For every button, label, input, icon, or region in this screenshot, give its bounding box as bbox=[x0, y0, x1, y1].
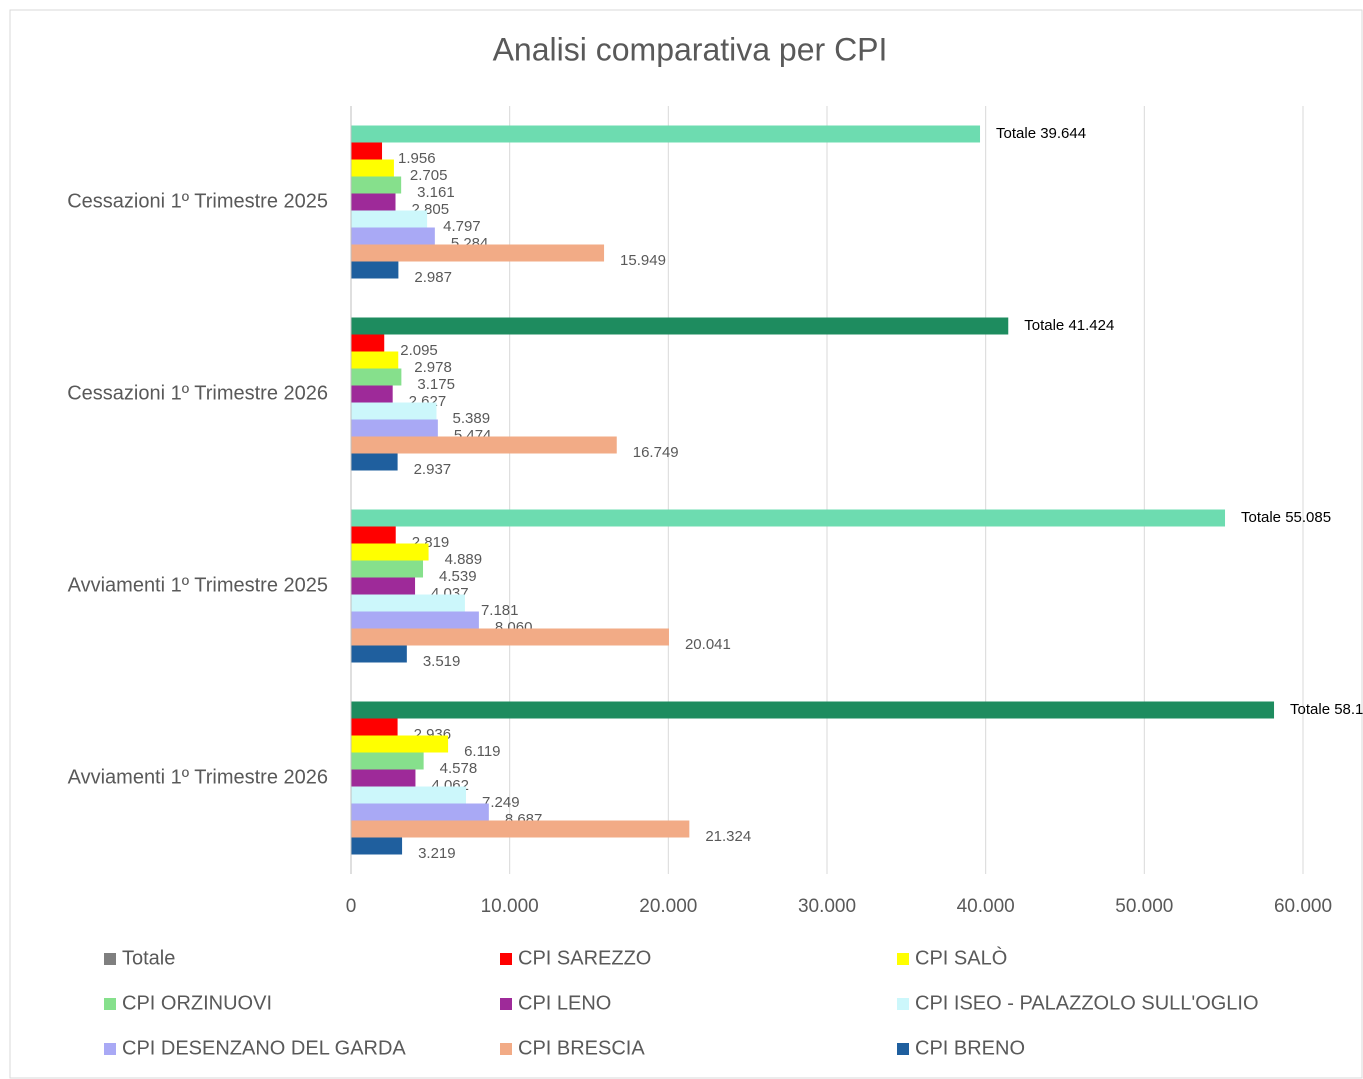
bar bbox=[351, 837, 403, 855]
bar bbox=[351, 227, 435, 245]
bar bbox=[351, 142, 383, 160]
legend-swatch bbox=[897, 998, 909, 1010]
bar bbox=[351, 125, 981, 143]
data-label: 2.705 bbox=[410, 167, 448, 184]
bar bbox=[351, 261, 399, 279]
bar bbox=[351, 577, 416, 595]
bar bbox=[351, 368, 402, 386]
bar bbox=[351, 436, 617, 454]
bar bbox=[351, 803, 489, 821]
data-label: 3.175 bbox=[417, 376, 455, 393]
legend-label: CPI DESENZANO DEL GARDA bbox=[122, 1037, 406, 1059]
bar bbox=[351, 611, 479, 629]
y-tick-label: Avviamenti 1º Trimestre 2026 bbox=[68, 766, 328, 788]
data-label: 2.978 bbox=[414, 359, 452, 376]
bar bbox=[351, 786, 467, 804]
bar bbox=[351, 701, 1275, 719]
y-tick-label: Cessazioni 1º Trimestre 2026 bbox=[67, 382, 328, 404]
legend-swatch bbox=[104, 998, 116, 1010]
legend-label: CPI BRENO bbox=[915, 1037, 1025, 1059]
bar bbox=[351, 351, 399, 369]
bar bbox=[351, 317, 1009, 335]
chart-title: Analisi comparativa per CPI bbox=[493, 31, 888, 67]
bar bbox=[351, 560, 424, 578]
data-label: 2.987 bbox=[414, 269, 452, 286]
y-tick-label: Cessazioni 1º Trimestre 2025 bbox=[67, 190, 328, 212]
data-label: Totale 55.085 bbox=[1241, 509, 1331, 526]
data-label: 6.119 bbox=[464, 743, 500, 760]
data-label: 3.219 bbox=[418, 845, 456, 862]
data-label: 16.749 bbox=[633, 444, 679, 461]
data-label: 4.889 bbox=[445, 551, 483, 568]
x-tick-label: 10.000 bbox=[481, 896, 539, 917]
legend-swatch bbox=[500, 1043, 512, 1055]
bar bbox=[351, 820, 690, 838]
data-label: 3.519 bbox=[423, 653, 461, 670]
bar bbox=[351, 543, 429, 561]
data-label: 4.539 bbox=[439, 568, 477, 585]
data-label: Totale 41.424 bbox=[1024, 317, 1114, 334]
legend-label: CPI SAREZZO bbox=[518, 947, 651, 969]
x-tick-label: 50.000 bbox=[1115, 896, 1173, 917]
bar bbox=[351, 334, 385, 352]
bar bbox=[351, 385, 393, 403]
legend-swatch bbox=[897, 953, 909, 965]
data-label: Totale 58.174 bbox=[1290, 701, 1363, 718]
bar bbox=[351, 176, 402, 194]
bar bbox=[351, 419, 438, 437]
legend-label: CPI SALÒ bbox=[915, 946, 1007, 969]
bar bbox=[351, 628, 669, 646]
bar bbox=[351, 718, 398, 736]
chart-frame bbox=[9, 9, 1363, 1079]
x-tick-label: 40.000 bbox=[957, 896, 1015, 917]
bar bbox=[351, 453, 398, 471]
bar bbox=[351, 769, 416, 787]
data-label: 5.389 bbox=[453, 410, 491, 427]
bar bbox=[351, 594, 465, 612]
x-tick-label: 30.000 bbox=[798, 896, 856, 917]
data-label: 7.249 bbox=[482, 794, 520, 811]
legend-swatch bbox=[104, 953, 116, 965]
legend-label: CPI BRESCIA bbox=[518, 1037, 645, 1059]
bar bbox=[351, 645, 407, 663]
x-tick-label: 60.000 bbox=[1274, 896, 1332, 917]
bar bbox=[351, 402, 437, 420]
data-label: 7.181 bbox=[481, 602, 519, 619]
data-label: 2.095 bbox=[400, 342, 438, 359]
bar bbox=[351, 210, 428, 228]
legend-label: Totale bbox=[122, 947, 175, 969]
bar bbox=[351, 735, 449, 753]
bar bbox=[351, 193, 396, 211]
legend-label: CPI ISEO - PALAZZOLO SULL'OGLIO bbox=[915, 992, 1259, 1014]
data-label: 1.956 bbox=[398, 150, 436, 167]
data-label: 20.041 bbox=[685, 636, 731, 653]
data-label: Totale 39.644 bbox=[996, 125, 1086, 142]
data-label: 15.949 bbox=[620, 252, 666, 269]
x-tick-label: 20.000 bbox=[639, 896, 697, 917]
data-label: 21.324 bbox=[705, 828, 751, 845]
bar bbox=[351, 159, 394, 177]
bar bbox=[351, 526, 396, 544]
data-label: 3.161 bbox=[417, 184, 455, 201]
legend-label: CPI LENO bbox=[518, 992, 611, 1014]
data-label: 2.937 bbox=[414, 461, 452, 478]
legend-swatch bbox=[500, 998, 512, 1010]
legend-swatch bbox=[500, 953, 512, 965]
x-tick-label: 0 bbox=[346, 896, 357, 917]
data-label: 4.578 bbox=[440, 760, 478, 777]
bar bbox=[351, 509, 1226, 527]
legend-swatch bbox=[897, 1043, 909, 1055]
bar bbox=[351, 752, 424, 770]
legend-label: CPI ORZINUOVI bbox=[122, 992, 272, 1014]
y-tick-label: Avviamenti 1º Trimestre 2025 bbox=[68, 574, 328, 596]
bar bbox=[351, 244, 605, 262]
data-label: 4.797 bbox=[443, 218, 481, 235]
legend-swatch bbox=[104, 1043, 116, 1055]
